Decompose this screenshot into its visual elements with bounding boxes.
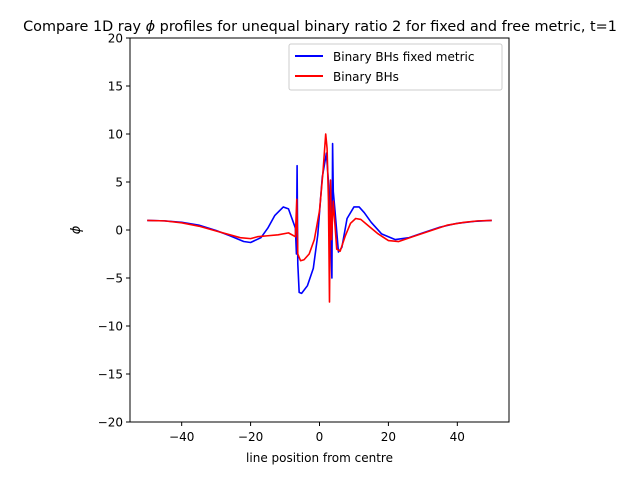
legend: Binary BHs fixed metric Binary BHs [288,43,503,91]
y-tick-label: 0 [115,224,123,238]
y-tick-label: −15 [98,368,123,382]
x-axis-label: line position from centre [246,451,393,465]
title-part-after: profiles for unequal binary ratio 2 for … [155,19,617,35]
y-tick-label: 5 [115,176,123,190]
y-axis: −20 −15 −10 −5 0 5 10 15 20 [98,32,130,430]
y-axis-label: ϕ [69,225,84,234]
y-tick-label: −10 [98,320,123,334]
title-part-before: Compare 1D ray [23,19,146,35]
y-tick-label: −20 [98,416,123,430]
y-tick-label: 20 [108,32,123,46]
chart-title: Compare 1D ray ϕ profiles for unequal bi… [23,19,617,35]
x-tick-label: −40 [169,430,194,444]
x-tick-label: −20 [238,430,263,444]
legend-label-binary-bhs: Binary BHs [333,70,399,84]
y-tick-label: 10 [108,128,123,142]
series-layer [147,133,492,303]
x-tick-label: 40 [450,430,465,444]
title-phi-symbol: ϕ [146,19,156,35]
y-tick-label: −5 [105,272,123,286]
legend-label-fixed-metric: Binary BHs fixed metric [333,50,474,64]
y-tick-label: 15 [108,80,123,94]
series-line-binary-bhs [147,133,492,303]
legend-box [288,43,503,91]
x-axis: −40 −20 0 20 40 [169,422,465,444]
x-tick-label: 0 [316,430,324,444]
x-tick-label: 20 [381,430,396,444]
